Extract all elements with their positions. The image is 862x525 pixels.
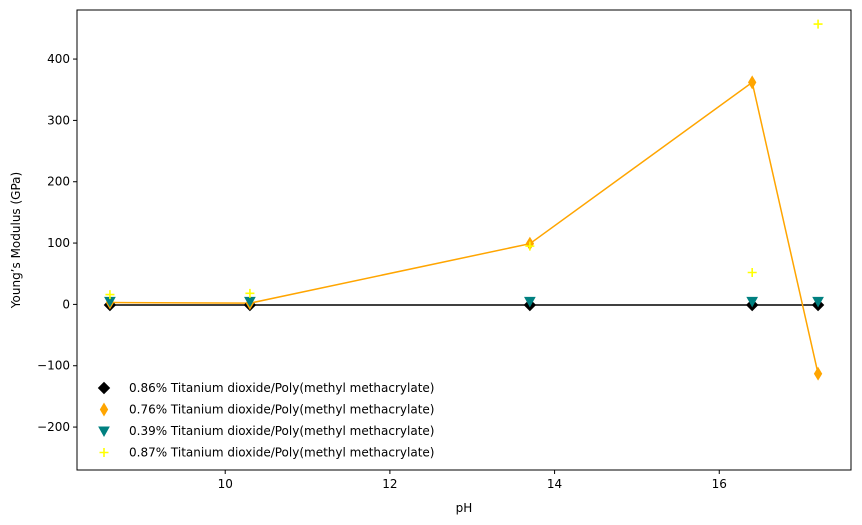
- x-tick-label-1: 10: [218, 477, 233, 491]
- data-point-s3-3: [524, 296, 536, 308]
- data-point-s4-3: [525, 241, 535, 251]
- y-tick-label-4: 100: [47, 236, 70, 250]
- x-tick-label-4: 16: [712, 477, 727, 491]
- x-tick-label-3: 14: [547, 477, 562, 491]
- legend-label-1: 0.86% Titanium dioxide/Poly(methyl metha…: [129, 381, 434, 395]
- y-tick-label-5: 200: [47, 175, 70, 189]
- legend-label-2: 0.76% Titanium dioxide/Poly(methyl metha…: [129, 403, 434, 417]
- y-tick-label-1: −200: [37, 420, 70, 434]
- legend-label-3: 0.39% Titanium dioxide/Poly(methyl metha…: [129, 424, 434, 438]
- plot-area: [76, 9, 852, 471]
- legend-label-4: 0.87% Titanium dioxide/Poly(methyl metha…: [129, 446, 434, 460]
- y-tick-label-7: 400: [47, 52, 70, 66]
- x-axis: 10 12 14 16: [218, 470, 727, 491]
- legend-marker-2: [99, 402, 109, 417]
- data-point-s2-4: [748, 75, 757, 90]
- data-point-s4-1: [105, 290, 115, 300]
- data-point-s4-2: [245, 288, 255, 298]
- legend-marker-4: [99, 448, 109, 457]
- plot-frame: [76, 9, 852, 471]
- legend-marker-3: [98, 426, 110, 438]
- y-tick-label-3: 0: [62, 297, 70, 311]
- legend-marker-1: [97, 381, 111, 395]
- y-axis-label: Young’s Modulus (GPa): [9, 172, 23, 309]
- data-point-s4-5: [813, 19, 823, 29]
- series-line-2: [109, 81, 819, 374]
- data-point-s3-4: [746, 296, 759, 308]
- data-point-s4-4: [747, 268, 757, 278]
- x-tick-label-2: 12: [382, 477, 397, 491]
- x-axis-label: pH: [456, 501, 473, 515]
- y-tick-label-6: 300: [47, 113, 70, 127]
- data-point-s3-5: [812, 296, 824, 308]
- data-point-s2-5: [813, 366, 823, 381]
- y-axis: −200 −100 0 100 200 300 400: [37, 52, 77, 434]
- legend: 0.86% Titanium dioxide/Poly(methyl metha…: [97, 381, 434, 460]
- y-tick-label-2: −100: [37, 359, 70, 373]
